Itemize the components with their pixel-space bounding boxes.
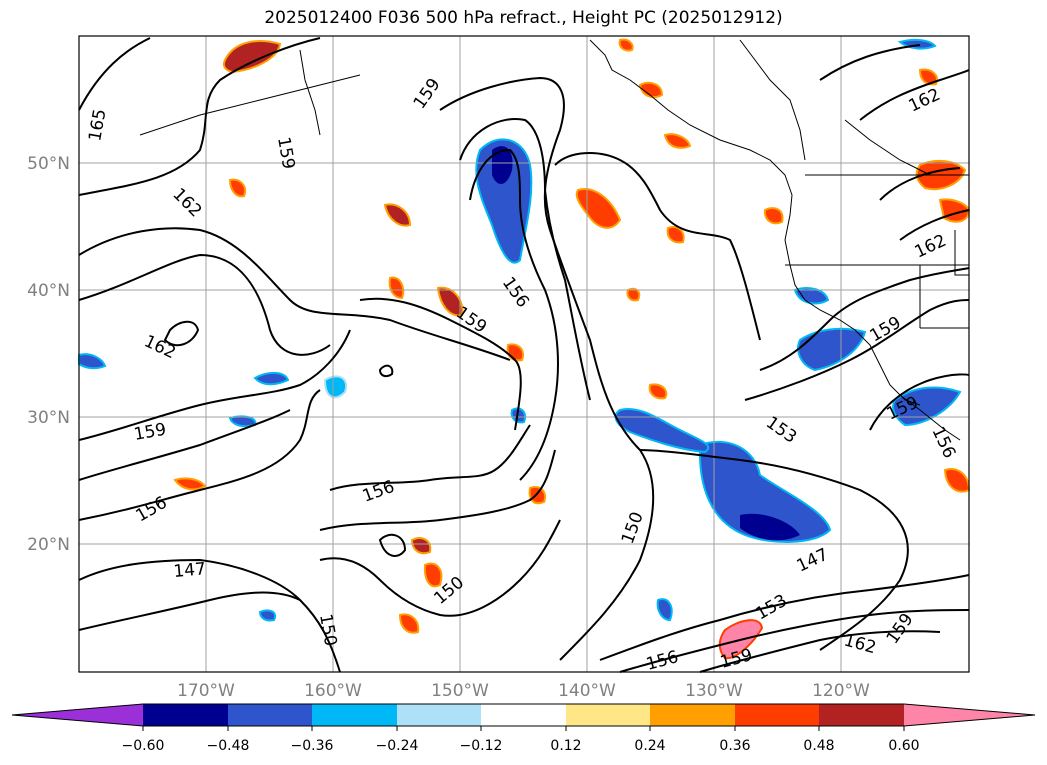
- colorbar-tick-label: −0.12: [460, 738, 503, 754]
- colorbar-segment: [819, 704, 904, 726]
- colorbar-tick-label: 0.60: [888, 738, 919, 754]
- lon-label: 140°W: [558, 681, 616, 701]
- gridlines: [79, 36, 969, 672]
- colorbar-segment: [566, 704, 650, 726]
- colorbar: −0.60 −0.48 −0.36 −0.24 −0.12 0.12 0.24 …: [11, 703, 1036, 754]
- colorbar-tick-label: 0.24: [634, 738, 665, 754]
- colorbar-tick-label: 0.36: [719, 738, 750, 754]
- colorbar-tick-label: −0.48: [207, 738, 250, 754]
- longitude-labels: 170°W 160°W 150°W 140°W 130°W 120°W: [177, 681, 870, 701]
- height-contours: [78, 37, 970, 673]
- colorbar-segment: [143, 704, 228, 726]
- colorbar-segment: [735, 704, 819, 726]
- lat-label: 30°N: [27, 408, 70, 428]
- coastlines: [139, 39, 969, 441]
- colorbar-segment: [228, 704, 312, 726]
- lat-label: 50°N: [27, 154, 70, 174]
- colorbar-segment: [397, 704, 481, 726]
- contour-label: 147: [173, 559, 207, 582]
- lat-label: 20°N: [27, 535, 70, 555]
- colorbar-extend-high: [904, 704, 1035, 726]
- colorbar-segment: [481, 704, 566, 726]
- lon-label: 160°W: [304, 681, 362, 701]
- colorbar-extend-low: [12, 704, 143, 726]
- lon-label: 120°W: [812, 681, 870, 701]
- colorbar-tick-label: −0.60: [122, 738, 165, 754]
- latitude-labels: 50°N 40°N 30°N 20°N: [27, 154, 70, 555]
- lon-label: 170°W: [177, 681, 235, 701]
- colorbar-tick-label: −0.24: [376, 738, 419, 754]
- colorbar-segment: [312, 704, 397, 726]
- colorbar-tick-label: 0.48: [803, 738, 834, 754]
- colorbar-tick-label: 0.12: [550, 738, 581, 754]
- map-title: 2025012400 F036 500 hPa refract., Height…: [264, 8, 783, 28]
- lon-label: 130°W: [685, 681, 743, 701]
- colorbar-segment: [650, 704, 735, 726]
- lat-label: 40°N: [27, 281, 70, 301]
- colorbar-tick-label: −0.36: [291, 738, 334, 754]
- positive-anomaly-shading: [173, 38, 971, 660]
- map-frame: [78, 35, 970, 673]
- lon-label: 150°W: [431, 681, 489, 701]
